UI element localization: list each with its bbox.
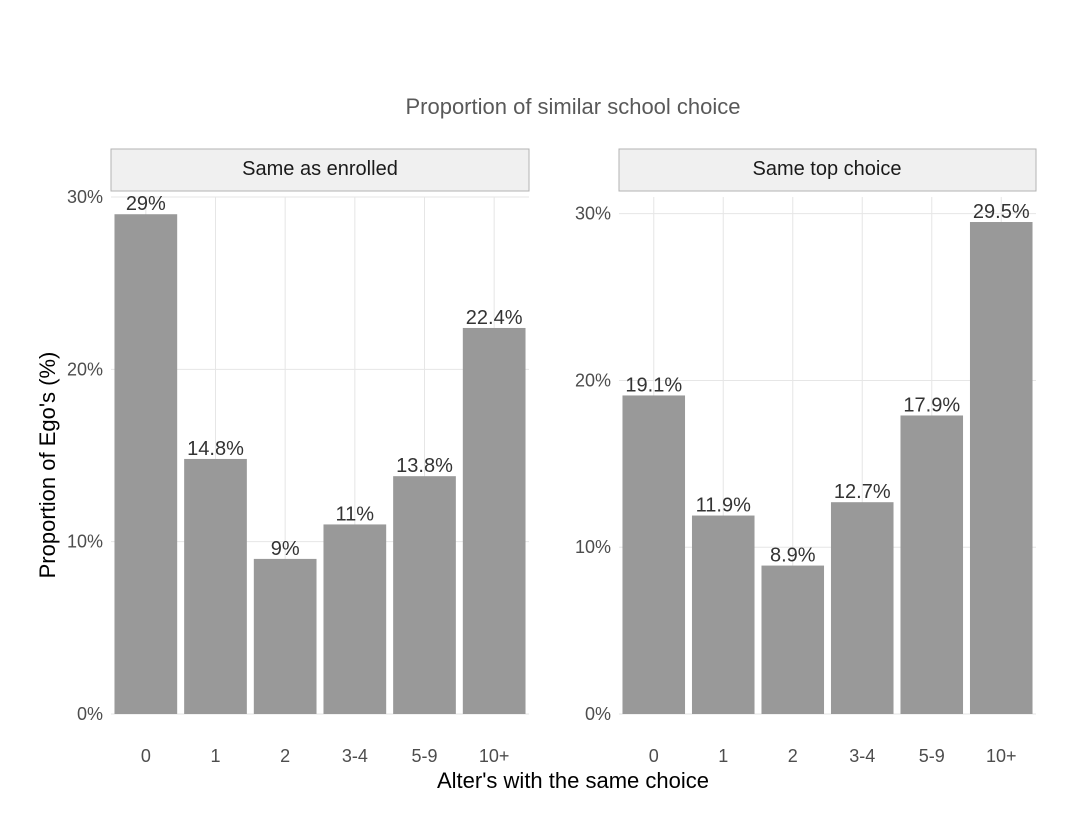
bar-3-4 [323, 524, 387, 714]
x-tick-label: 2 [280, 746, 290, 766]
bar-value-label: 8.9% [770, 545, 816, 567]
y-tick-label: 20% [575, 370, 611, 390]
strip-label: Same as enrolled [242, 158, 398, 180]
bar-3-4 [830, 502, 894, 714]
bar-1 [184, 458, 247, 714]
bar-5-9 [393, 476, 456, 714]
y-axis-title: Proportion of Ego's (%) [35, 352, 60, 579]
bar-value-label: 29% [126, 193, 166, 215]
x-tick-label: 3-4 [342, 746, 368, 766]
bar-value-label: 22.4% [466, 307, 523, 329]
x-tick-label: 0 [649, 746, 659, 766]
x-tick-label: 0 [141, 746, 151, 766]
panel-same-as-enrolled: Same as enrolled 0% 10% 20% 30% 29% 0 14.8% 1 9%… [67, 148, 530, 766]
chart-title: Proportion of similar school choice [405, 94, 740, 119]
y-tick-label: 0% [585, 704, 611, 724]
strip-label: Same top choice [753, 158, 902, 180]
x-tick-label: 10+ [479, 746, 510, 766]
x-tick-label: 5-9 [411, 746, 437, 766]
y-tick-label: 20% [67, 359, 103, 379]
bar-value-label: 11% [336, 503, 375, 525]
panel-same-top-choice: Same top choice 0% 10% 20% 30% 19.1% 0 11.9% 1 8… [575, 148, 1037, 766]
bar-1 [691, 515, 755, 714]
strip-background [618, 148, 1037, 192]
bar-2 [761, 565, 825, 714]
bar-0 [114, 214, 178, 714]
bar-value-label: 9% [271, 538, 300, 560]
bar-value-label: 17.9% [903, 394, 960, 416]
x-tick-label: 1 [210, 746, 220, 766]
bar-value-label: 29.5% [973, 201, 1030, 223]
y-tick-label: 30% [575, 204, 611, 224]
x-tick-label: 2 [788, 746, 798, 766]
strip-background [110, 148, 530, 192]
bar-2 [253, 558, 317, 714]
x-tick-label: 3-4 [849, 746, 875, 766]
bar-value-label: 12.7% [834, 481, 891, 503]
y-tick-label: 0% [77, 704, 103, 724]
bar-value-label: 11.9% [696, 495, 751, 517]
x-tick-label: 5-9 [919, 746, 945, 766]
x-tick-label: 1 [718, 746, 728, 766]
y-tick-label: 30% [67, 187, 103, 207]
bar-value-label: 14.8% [187, 438, 244, 460]
x-axis-title: Alter's with the same choice [437, 768, 709, 793]
y-tick-label: 10% [67, 532, 103, 552]
bar-10plus [969, 222, 1033, 715]
y-tick-label: 10% [575, 537, 611, 557]
bar-10plus [462, 327, 526, 714]
bar-value-label: 13.8% [396, 455, 453, 477]
x-tick-label: 10+ [986, 746, 1017, 766]
bar-0 [622, 395, 686, 714]
bar-value-label: 19.1% [625, 374, 682, 396]
bar-5-9 [900, 415, 964, 714]
